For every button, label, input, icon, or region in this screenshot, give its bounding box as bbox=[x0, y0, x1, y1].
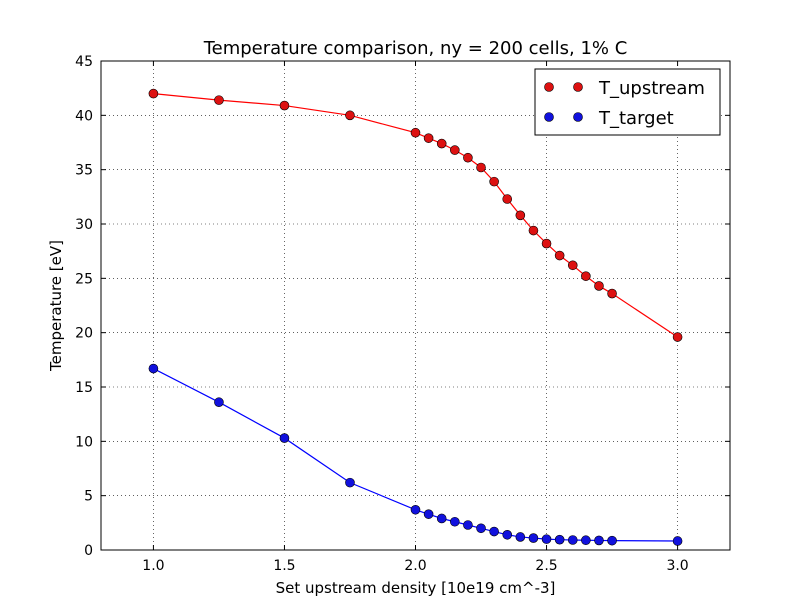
data-point-t-target bbox=[279, 433, 290, 443]
data-point-t-target bbox=[515, 532, 526, 542]
x-tick-label: 1.5 bbox=[273, 558, 295, 574]
data-point-t-target bbox=[450, 516, 460, 527]
legend-label-t-upstream: T_upstream bbox=[598, 78, 705, 99]
data-point-t-target bbox=[423, 509, 434, 519]
legend-label-t-target: T_target bbox=[598, 108, 674, 129]
data-point-t-upstream bbox=[502, 194, 513, 204]
data-point-t-upstream bbox=[672, 332, 683, 342]
data-point-t-target bbox=[148, 363, 159, 374]
x-tick-label: 2.0 bbox=[404, 558, 426, 574]
legend-marker-t-target bbox=[573, 112, 583, 122]
y-axis-title: Temperature [eV] bbox=[47, 240, 65, 372]
x-tick-label: 3.0 bbox=[666, 558, 688, 574]
data-point-t-target bbox=[528, 533, 539, 543]
chart-title: Temperature comparison, ny = 200 cells, … bbox=[203, 38, 628, 59]
data-point-t-upstream bbox=[345, 110, 355, 121]
data-point-t-target bbox=[541, 534, 552, 544]
ticks: 1.0 1.5 2.0 2.5 3.0 0 5 10 15 20 25 30 35 40 45 bbox=[75, 54, 730, 574]
data-point-t-target bbox=[554, 534, 565, 545]
data-point-t-upstream bbox=[410, 127, 421, 138]
data-point-t-target bbox=[567, 535, 578, 545]
data-point-t-target bbox=[502, 529, 513, 540]
y-tick-label: 5 bbox=[84, 489, 93, 505]
y-tick-label: 10 bbox=[75, 434, 93, 450]
legend-box bbox=[534, 68, 721, 136]
data-point-t-target bbox=[410, 504, 421, 515]
legend-marker-t-upstream bbox=[544, 82, 554, 92]
data-point-t-upstream bbox=[450, 145, 460, 155]
legend: T_upstream T_target bbox=[534, 68, 721, 136]
data-point-t-target bbox=[436, 513, 447, 524]
data-point-t-target bbox=[214, 397, 224, 408]
legend-marker-t-target bbox=[544, 112, 554, 122]
x-tick-label: 2.5 bbox=[535, 558, 557, 574]
data-point-t-upstream bbox=[515, 210, 526, 221]
data-point-t-upstream bbox=[554, 250, 565, 261]
y-tick-label: 30 bbox=[75, 217, 93, 233]
data-point-t-target bbox=[345, 477, 355, 488]
data-point-t-target bbox=[672, 536, 683, 546]
data-point-t-upstream bbox=[279, 100, 290, 111]
data-point-t-upstream bbox=[476, 162, 486, 173]
x-tick-label: 1.0 bbox=[142, 558, 164, 574]
y-tick-label: 45 bbox=[75, 54, 93, 70]
data-point-t-target bbox=[463, 520, 473, 530]
y-tick-label: 20 bbox=[75, 326, 93, 342]
series-layer bbox=[148, 88, 683, 546]
y-tick-label: 15 bbox=[75, 380, 93, 396]
data-point-t-target bbox=[476, 523, 486, 534]
data-point-t-upstream bbox=[541, 238, 552, 249]
data-point-t-upstream bbox=[463, 152, 473, 163]
data-point-t-target bbox=[581, 535, 591, 546]
data-point-t-target bbox=[607, 535, 617, 546]
x-axis-title: Set upstream density [10e19 cm^-3] bbox=[276, 579, 556, 597]
data-point-t-upstream bbox=[436, 138, 447, 149]
data-point-t-upstream bbox=[148, 88, 159, 99]
y-tick-label: 35 bbox=[75, 163, 93, 179]
data-point-t-upstream bbox=[528, 225, 539, 236]
y-tick-label: 40 bbox=[75, 108, 93, 124]
data-point-t-target bbox=[489, 526, 499, 537]
data-point-t-upstream bbox=[567, 260, 578, 271]
data-point-t-target bbox=[594, 535, 604, 546]
data-point-t-upstream bbox=[423, 133, 434, 143]
y-tick-label: 25 bbox=[75, 271, 93, 287]
y-tick-label: 0 bbox=[84, 543, 93, 559]
data-point-t-upstream bbox=[594, 281, 604, 291]
data-point-t-upstream bbox=[489, 176, 499, 187]
data-point-t-upstream bbox=[214, 95, 224, 105]
legend-marker-t-upstream bbox=[573, 82, 583, 92]
data-point-t-upstream bbox=[607, 288, 617, 299]
data-point-t-upstream bbox=[581, 271, 591, 281]
